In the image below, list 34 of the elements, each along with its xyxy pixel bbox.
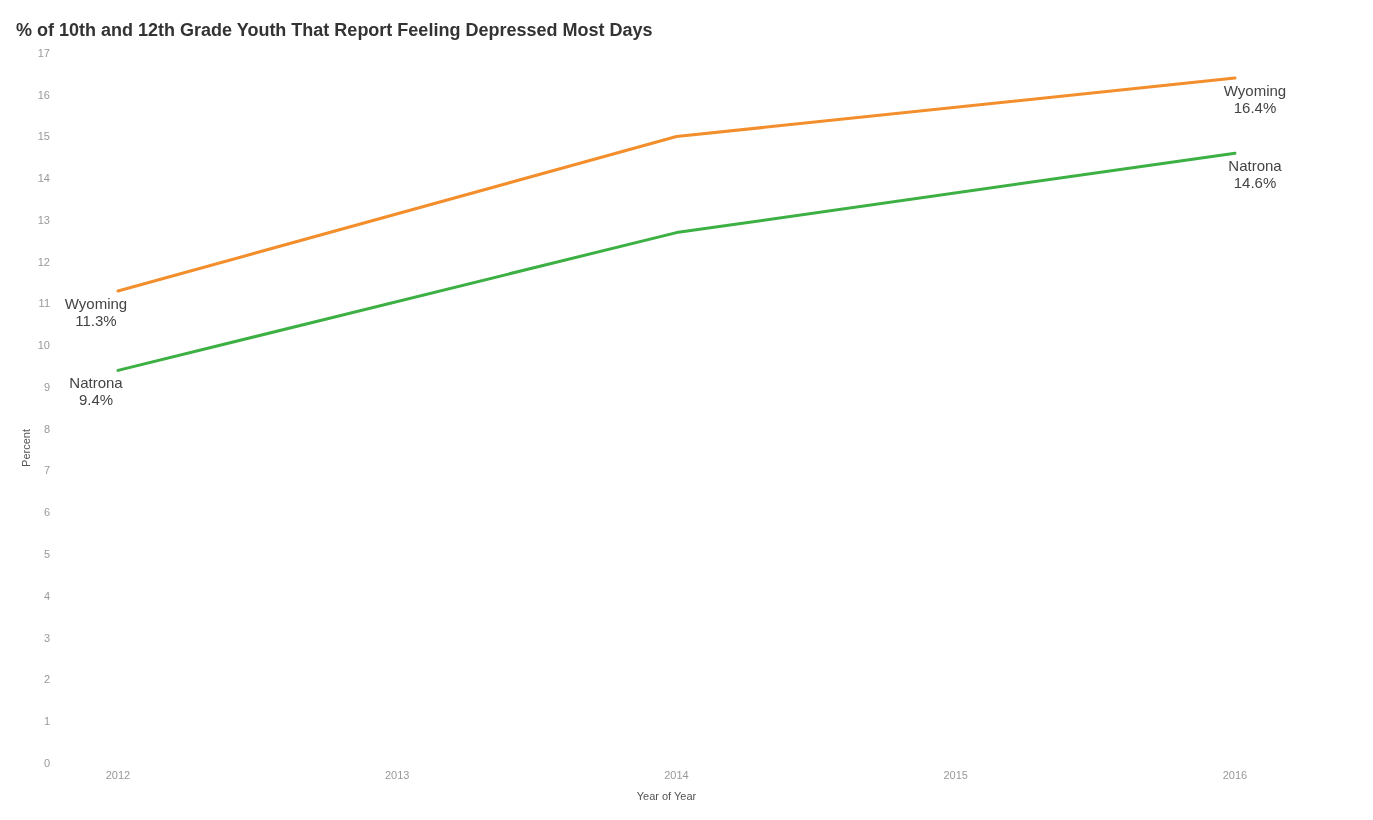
- chart-title: % of 10th and 12th Grade Youth That Report Feeling Depressed Most Days: [16, 20, 653, 40]
- y-tick-label: 12: [37, 255, 50, 268]
- y-tick-label: 3: [43, 631, 50, 644]
- x-tick-label: 2016: [1222, 768, 1248, 781]
- y-tick-label: 0: [43, 756, 50, 769]
- y-tick-label: 15: [37, 130, 50, 143]
- x-tick-label: 2015: [943, 768, 968, 781]
- y-tick-label: 16: [37, 88, 50, 101]
- x-tick-label: 2013: [385, 768, 410, 781]
- y-tick-label: 2: [43, 673, 50, 686]
- y-tick-label: 8: [43, 422, 50, 435]
- y-tick-label: 7: [43, 464, 50, 477]
- y-tick-label: 9: [43, 380, 50, 393]
- text: Natrona: [69, 374, 123, 392]
- y-tick-label: 11: [38, 297, 50, 310]
- x-tick-label: 2012: [105, 768, 131, 781]
- y-tick-label: 17: [37, 46, 50, 59]
- series-label: Natrona: [1228, 157, 1283, 175]
- y-tick-label: 1: [43, 715, 50, 728]
- series-label: Wyoming: [1223, 82, 1287, 100]
- x-tick-label: 2014: [664, 768, 689, 781]
- y-tick-label: 6: [43, 506, 50, 519]
- y-tick-label: 13: [37, 213, 50, 226]
- y-tick-label: 5: [43, 548, 50, 561]
- y-tick-label: 10: [37, 339, 50, 352]
- x-axis-title: Year of Year: [636, 790, 697, 802]
- y-tick-label: 4: [43, 589, 50, 602]
- y-axis-title: Percent: [20, 429, 32, 467]
- text: Wyoming: [64, 295, 128, 313]
- data-label: 11.3%: [75, 312, 117, 330]
- data-label: 9.4%: [78, 391, 114, 409]
- data-label: 14.6%: [1233, 174, 1277, 192]
- y-tick-label: 14: [37, 172, 50, 185]
- data-label: 16.4%: [1233, 99, 1277, 117]
